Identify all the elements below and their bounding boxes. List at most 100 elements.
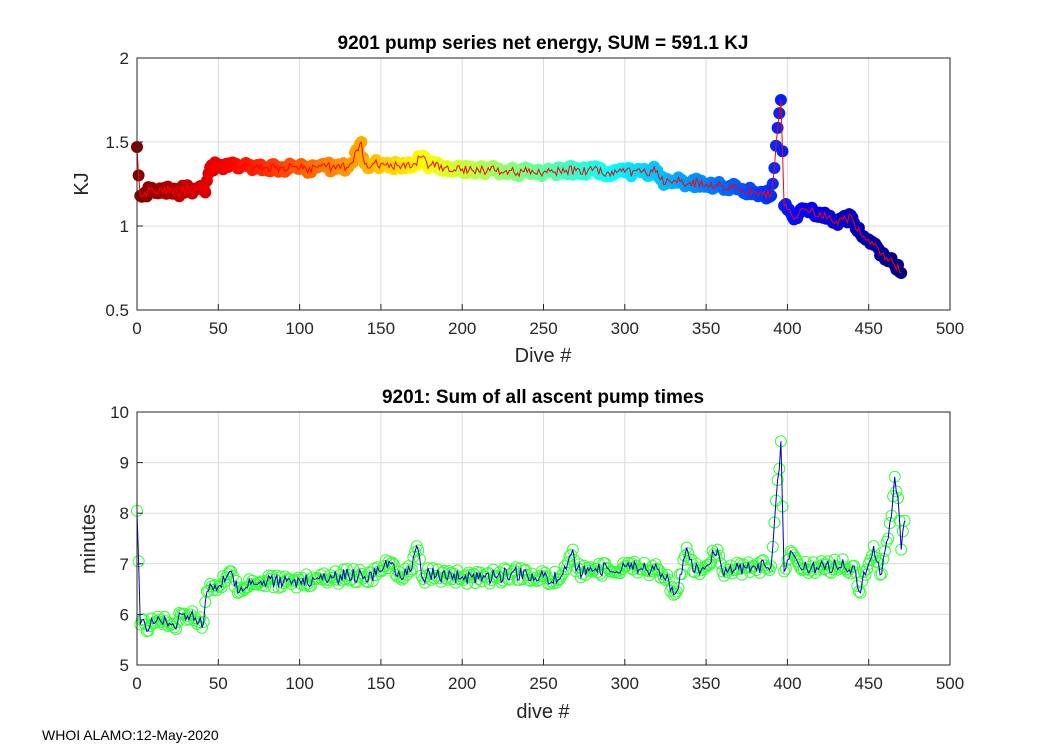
pump-time-plot-title: 9201: Sum of all ascent pump times (382, 387, 704, 408)
pump-time-marker (713, 549, 726, 562)
pump-time-marker (682, 547, 695, 560)
pump-time-marker (222, 568, 235, 581)
pump-time-marker (396, 573, 408, 586)
pump-time-marker (474, 566, 487, 579)
energy-x-tick-label: 350 (692, 319, 720, 338)
energy-x-axis-label: Dive # (515, 345, 573, 367)
pump-time-marker (874, 568, 887, 581)
energy-x-tick-label: 450 (855, 319, 883, 338)
pump-time-marker (327, 571, 340, 584)
pump-time-marker (170, 623, 182, 635)
pump-time-x-tick-label: 0 (132, 674, 141, 693)
pump-time-marker (405, 563, 418, 576)
energy-y-tick-label: 1.5 (105, 133, 129, 152)
pump-time-marker (666, 581, 678, 594)
pump-time-marker (851, 580, 864, 592)
pump-time-marker (561, 556, 574, 569)
pump-time-marker (675, 568, 688, 581)
energy-x-tick-label: 0 (132, 319, 141, 338)
pump-time-marker (861, 563, 874, 576)
pump-time-marker (241, 581, 254, 594)
pump-time-marker (332, 577, 345, 590)
pump-time-marker (854, 586, 867, 599)
pump-time-marker (784, 545, 797, 558)
pump-time-marker (787, 549, 800, 562)
pump-time-x-tick-label: 500 (936, 674, 964, 693)
pump-time-marker (882, 532, 895, 545)
pump-time-marker (192, 616, 205, 628)
pump-time-marker (292, 571, 304, 584)
pump-time-marker (487, 563, 500, 576)
pump-time-marker (422, 562, 435, 575)
pump-time-marker (659, 574, 672, 586)
pump-time-marker (509, 561, 522, 574)
energy-y-axis-label: KJ (71, 172, 93, 195)
pump-time-x-axis-label: dive # (516, 701, 570, 720)
energy-x-tick-label: 300 (611, 319, 639, 338)
pump-time-marker (685, 553, 698, 566)
pump-time-marker (386, 556, 399, 569)
pump-time-marker (669, 587, 682, 600)
pump-time-marker (879, 545, 891, 557)
pump-time-marker (890, 485, 903, 498)
pump-time-x-tick-label: 400 (773, 674, 801, 693)
pump-time-marker (204, 578, 217, 590)
pump-time-marker (309, 573, 322, 585)
pump-time-ticks: 0 50 100 150 200 250 300 350 400 450 500 5 6 7 8 9 10 (110, 403, 964, 693)
pump-time-marker (622, 556, 635, 569)
energy-series-line (136, 99, 902, 274)
pump-time-marker (366, 575, 379, 587)
pump-time-marker (797, 562, 810, 575)
pump-time-marker (186, 605, 199, 618)
pump-time-marker (412, 544, 425, 557)
pump-time-y-tick-label: 9 (120, 454, 129, 473)
pump-time-marker (496, 574, 509, 587)
energy-y-tick-label: 0.5 (105, 301, 129, 320)
pump-time-marker (557, 567, 569, 580)
pump-time-x-tick-label: 300 (611, 674, 639, 693)
pump-time-marker (607, 565, 620, 578)
energy-x-tick-label: 200 (448, 319, 476, 338)
pump-time-marker (870, 555, 883, 568)
pump-time-marker (714, 557, 727, 570)
energy-data (131, 94, 908, 279)
pump-time-marker (649, 558, 662, 571)
pump-time-marker (883, 517, 896, 530)
pump-time-y-tick-label: 10 (110, 403, 129, 422)
pump-time-y-tick-label: 8 (120, 504, 129, 523)
pump-time-marker (558, 560, 571, 573)
pump-time-marker (413, 553, 426, 566)
energy-x-tick-label: 250 (529, 319, 557, 338)
pump-time-marker (495, 576, 508, 589)
pump-time-marker (726, 567, 739, 580)
pump-time-marker (402, 560, 415, 573)
pump-time-marker (875, 567, 888, 580)
pump-time-x-tick-label: 250 (529, 674, 557, 693)
pump-time-y-axis-label: minutes (78, 504, 100, 574)
pump-time-marker (672, 582, 685, 594)
pump-time-x-tick-label: 100 (285, 674, 313, 693)
pump-time-marker (592, 558, 605, 570)
pump-time-marker (225, 565, 238, 578)
pump-time-series-line (136, 441, 905, 632)
pump-time-marker (266, 569, 278, 582)
pump-time-x-tick-label: 200 (448, 674, 476, 693)
pump-time-marker (877, 552, 890, 565)
pump-time-x-tick-label: 150 (367, 674, 395, 693)
energy-x-tick-label: 500 (936, 319, 964, 338)
pump-time-y-tick-label: 5 (120, 656, 129, 675)
energy-x-tick-label: 50 (209, 319, 228, 338)
pump-time-plot: 0 50 100 150 200 250 300 350 400 450 500 5 6 7 8 9 10 92… (78, 387, 964, 720)
energy-y-tick-label: 2 (120, 49, 129, 68)
pump-time-marker (426, 562, 439, 575)
pump-time-y-tick-label: 7 (120, 555, 129, 574)
pump-time-marker (711, 543, 724, 556)
pump-time-x-tick-label: 450 (855, 674, 883, 693)
energy-x-tick-label: 150 (367, 319, 395, 338)
pump-time-marker (638, 556, 651, 569)
pump-time-marker (859, 568, 872, 581)
pump-time-marker (344, 574, 356, 587)
pump-time-marker (680, 541, 693, 554)
energy-x-tick-label: 400 (773, 319, 801, 338)
